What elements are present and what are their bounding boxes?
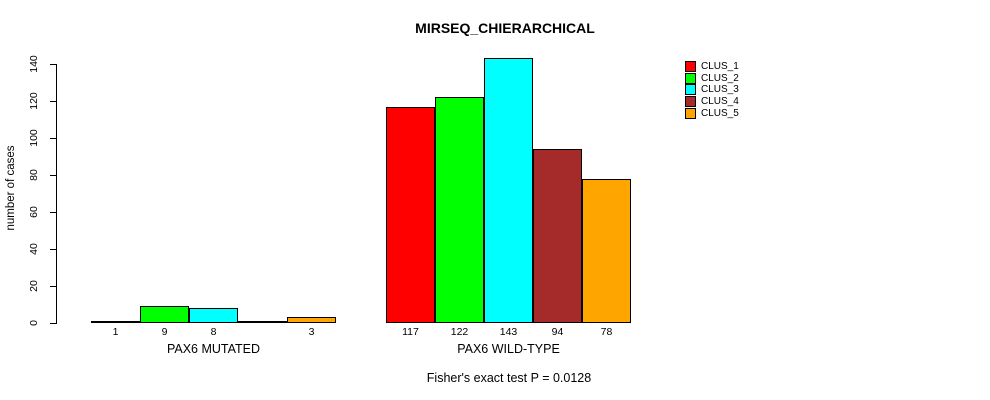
y-tick-label-text: 20 <box>28 280 40 292</box>
y-tick <box>50 64 57 65</box>
y-tick <box>50 212 57 213</box>
y-tick-label: 60 <box>28 206 40 218</box>
legend-label: CLUS_3 <box>701 84 739 95</box>
y-tick-label-text: 60 <box>28 206 40 218</box>
y-tick <box>50 249 57 250</box>
legend-swatch <box>685 96 696 107</box>
y-tick-label: 120 <box>28 92 40 110</box>
bar <box>189 308 238 323</box>
y-tick-label-text: 140 <box>28 55 40 73</box>
bar <box>582 179 631 323</box>
bar <box>533 149 582 323</box>
y-tick-label: 0 <box>28 320 40 326</box>
y-tick <box>50 175 57 176</box>
bar <box>386 107 435 323</box>
y-axis-title-text: number of cases <box>5 145 17 231</box>
y-tick-label-text: 120 <box>28 92 40 110</box>
y-tick-label-text: 40 <box>28 243 40 255</box>
stat-test-annotation: Fisher's exact test P = 0.0128 <box>426 371 592 385</box>
y-tick-label-text: 0 <box>28 320 40 326</box>
y-tick-label: 20 <box>28 280 40 292</box>
group-label: PAX6 MUTATED <box>166 342 261 356</box>
bar-value-label: 78 <box>600 326 613 338</box>
y-tick-label: 80 <box>28 169 40 181</box>
y-tick-label-text: 100 <box>28 129 40 147</box>
bar-value-label: 117 <box>402 326 419 338</box>
y-axis-title: number of cases <box>5 145 17 230</box>
legend-swatch <box>685 84 696 95</box>
legend-label: CLUS_1 <box>701 61 739 72</box>
y-axis <box>56 64 57 324</box>
legend-swatch <box>685 61 696 72</box>
legend-label: CLUS_5 <box>701 108 739 119</box>
bar <box>91 321 140 323</box>
y-tick-label: 140 <box>28 55 40 73</box>
y-tick <box>50 286 57 287</box>
chart-title: MIRSEQ_CHIERARCHICAL <box>415 20 595 36</box>
y-tick <box>50 323 57 324</box>
bar-value-label: 8 <box>210 326 217 338</box>
y-tick-label: 100 <box>28 129 40 147</box>
legend-label: CLUS_2 <box>701 73 739 84</box>
bar-value-label: 1 <box>112 326 119 338</box>
bar <box>287 317 336 323</box>
y-tick-label: 40 <box>28 243 40 255</box>
bar-value-label: 94 <box>551 326 564 338</box>
bar <box>238 321 287 323</box>
bar-value-label: 122 <box>450 326 469 338</box>
legend-swatch <box>685 73 696 84</box>
bar <box>435 97 484 323</box>
legend-swatch <box>685 108 696 119</box>
y-tick-label-text: 80 <box>28 169 40 181</box>
bar <box>140 306 189 323</box>
legend-label: CLUS_4 <box>701 96 739 107</box>
bar <box>484 58 533 323</box>
bar-value-label: 143 <box>499 326 518 338</box>
y-tick <box>50 138 57 139</box>
bar-value-label: 9 <box>161 326 168 338</box>
group-label: PAX6 WILD-TYPE <box>457 342 560 356</box>
y-tick <box>50 101 57 102</box>
bar-value-label: 3 <box>308 326 315 338</box>
